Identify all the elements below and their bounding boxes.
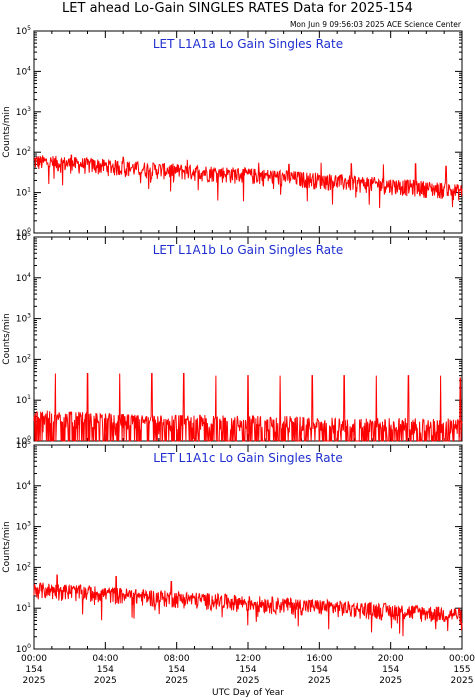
panel-3: 100 101 102 103 104 105 Counts/min LET L1A1c Lo… xyxy=(2,439,463,655)
x-tick-label-doy: 155 xyxy=(453,665,470,675)
y-tick-label: 103 xyxy=(16,521,31,533)
y-tick-label: 104 xyxy=(16,272,31,284)
x-tick-label-time: 20:00 xyxy=(378,654,404,664)
y-tick-label: 101 xyxy=(16,187,31,199)
panel-1: 100 101 102 103 104 105 Counts/min LET L1A1a Lo… xyxy=(2,25,463,239)
x-tick-label-time: 00:00 xyxy=(449,654,475,664)
y-tick-label: 104 xyxy=(16,480,31,492)
panel-title: LET L1A1a Lo Gain Singles Rate xyxy=(153,37,343,51)
y-tick-label: 103 xyxy=(16,313,31,325)
panel-title: LET L1A1c Lo Gain Singles Rate xyxy=(153,451,343,465)
x-tick-label-doy: 154 xyxy=(239,665,256,675)
panel-2: 100 101 102 103 104 105 Counts/min LET L1A1b Lo… xyxy=(2,231,463,447)
y-tick-label: 101 xyxy=(16,394,31,406)
timestamp: Mon Jun 9 09:56:03 2025 ACE Science Cent… xyxy=(289,20,461,29)
x-tick-label-doy: 154 xyxy=(382,665,399,675)
x-tick-label-year: 2025 xyxy=(379,676,402,686)
y-tick-label: 100 xyxy=(16,227,31,239)
y-tick-label: 102 xyxy=(16,146,31,158)
x-tick-label-time: 00:00 xyxy=(21,654,47,664)
page-title: LET ahead Lo-Gain SINGLES RATES Data for… xyxy=(62,1,413,16)
x-tick-label-year: 2025 xyxy=(23,676,46,686)
plot-frame xyxy=(33,30,463,234)
x-tick-label-doy: 154 xyxy=(97,665,114,675)
x-tick-labels: 00:00154202504:00154202508:00154202512:0… xyxy=(21,654,475,686)
x-tick-label-doy: 154 xyxy=(311,665,328,675)
y-axis-title: Counts/min xyxy=(2,106,12,157)
series-line xyxy=(33,574,463,637)
x-tick-label-time: 12:00 xyxy=(235,654,261,664)
x-tick-label-doy: 154 xyxy=(25,665,42,675)
series-line xyxy=(33,154,463,209)
x-tick-label-year: 2025 xyxy=(308,676,331,686)
y-tick-label: 104 xyxy=(16,65,31,77)
y-tick-label: 103 xyxy=(16,106,31,118)
y-tick-label: 105 xyxy=(16,231,31,243)
panel-title: LET L1A1b Lo Gain Singles Rate xyxy=(153,243,344,257)
x-tick-label-year: 2025 xyxy=(165,676,188,686)
x-tick-label-doy: 154 xyxy=(168,665,185,675)
y-tick-label: 105 xyxy=(16,439,31,451)
x-tick-label-year: 2025 xyxy=(237,676,260,686)
y-axis-title: Counts/min xyxy=(2,521,12,572)
y-tick-label: 100 xyxy=(16,643,31,655)
y-tick-label: 102 xyxy=(16,353,31,365)
x-axis-title: UTC Day of Year xyxy=(212,688,284,698)
x-tick-label-time: 08:00 xyxy=(164,654,190,664)
y-tick-label: 101 xyxy=(16,602,31,614)
series-line xyxy=(33,373,463,442)
y-tick-label: 105 xyxy=(16,25,31,37)
x-tick-label-time: 04:00 xyxy=(92,654,118,664)
y-axis-title: Counts/min xyxy=(2,313,12,364)
y-tick-label: 102 xyxy=(16,561,31,573)
x-tick-label-year: 2025 xyxy=(94,676,117,686)
y-tick-label: 100 xyxy=(16,435,31,447)
x-tick-label-time: 16:00 xyxy=(306,654,332,664)
x-tick-label-year: 2025 xyxy=(451,676,474,686)
